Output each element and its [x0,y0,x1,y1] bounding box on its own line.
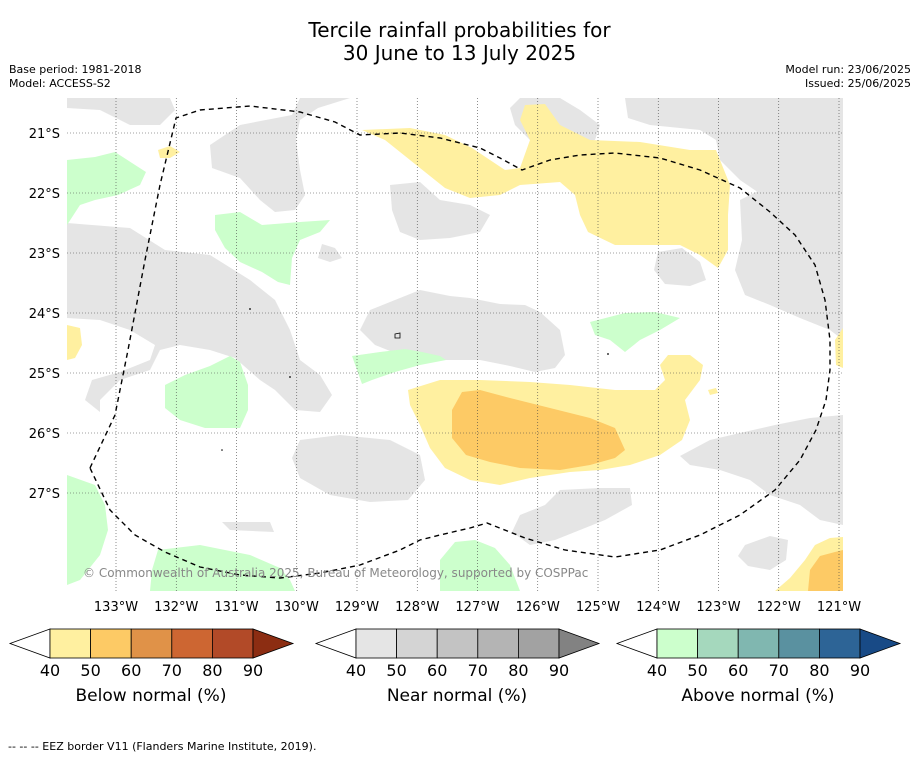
colorbar-segment [737,628,780,659]
colorbar-segment [697,628,739,659]
colorbars: 40 50 60 70 80 90 40 50 60 70 80 90 40 50 60 70 80 90 [8,628,902,680]
longitude-label: 125°W [576,600,620,615]
colorbar-segment [355,628,397,659]
colorbar-tick: 60 [427,661,447,680]
colorbar-tick: 80 [202,661,222,680]
colorbar-segment [518,628,560,659]
latitude-label: 23°S [29,247,60,262]
colorbar-segment [819,628,861,659]
model-name: Model: ACCESS-S2 [9,77,111,90]
meta-left: Base period: 1981-2018 Model: ACCESS-S2 [9,63,141,91]
colorbar-tick: 40 [647,661,667,680]
colorbar-under-extend [314,628,357,659]
colorbar-segment [211,628,254,659]
island-dot [607,353,609,355]
longitude-label: 128°W [395,600,439,615]
longitude-label: 129°W [335,600,379,615]
colorbar-tick: 50 [687,661,707,680]
eez-border [89,105,831,579]
latitude-label: 26°S [29,427,60,442]
latitude-label: 22°S [29,187,60,202]
colorbar-under-extend [8,628,51,659]
island-dot [289,376,291,378]
colorbar-tick: 60 [728,661,748,680]
longitude-label: 121°W [817,600,861,615]
above-normal-regions [67,152,680,591]
below-normal-label: Below normal (%) [75,686,227,706]
latitude-label: 21°S [29,127,60,142]
title-line-1: Tercile rainfall probabilities for [308,18,611,42]
colorbar-segment [396,628,438,659]
title-line-2: 30 June to 13 July 2025 [342,41,577,65]
colorbar-tick: 40 [40,661,60,680]
colorbar-tick: 70 [769,661,789,680]
colorbar-over-extend [859,628,902,659]
longitude-label: 130°W [275,600,319,615]
colorbar-tick: 60 [121,661,141,680]
longitude-label: 131°W [214,600,258,615]
longitude-label: 122°W [757,600,801,615]
colorbar: 40 50 60 70 80 90 [314,628,601,680]
above-normal-label: Above normal (%) [681,686,835,706]
near-normal-label: Near normal (%) [386,686,528,706]
colorbar-tick: 70 [162,661,182,680]
colorbar-tick: 90 [850,661,870,680]
issued-date: Issued: 25/06/2025 [804,77,911,90]
forecast-map: © Commonwealth of Australia 2025, Bureau… [8,98,902,680]
colorbar-over-extend [558,628,601,659]
colorbar-segment [656,628,698,659]
latitude-labels: 21°S 22°S 23°S 24°S 25°S 26°S 27°S [29,127,60,502]
graticule [67,98,843,591]
model-run: Model run: 23/06/2025 [785,63,911,76]
colorbar-segment [171,628,213,659]
colorbar-tick: 90 [549,661,569,680]
colorbar-segment [90,628,132,659]
colorbar-segment [477,628,519,659]
colorbar-over-extend [252,628,295,659]
latitude-label: 24°S [29,307,60,322]
eez-footnote: -- -- -- EEZ border V11 (Flanders Marine… [8,740,317,753]
colorbar: 40 50 60 70 80 90 [8,628,295,680]
colorbar-tick: 70 [468,661,488,680]
latitude-label: 25°S [29,367,60,382]
small-island [394,332,401,339]
below-normal-50-regions [452,390,843,591]
near-normal-regions [67,98,843,570]
colorbar-segment [49,628,91,659]
colorbar-tick: 80 [508,661,528,680]
longitude-label: 132°W [154,600,198,615]
colorbar-segment [778,628,820,659]
colorbar-tick: 40 [346,661,366,680]
colorbar-under-extend [615,628,658,659]
longitude-label: 127°W [455,600,499,615]
colorbar-segment [436,628,479,659]
map-title: Tercile rainfall probabilities for 30 Ju… [0,19,919,65]
colorbar-segment [130,628,173,659]
island-dot [249,308,251,310]
latitude-label: 27°S [29,487,60,502]
copyright-text: © Commonwealth of Australia 2025, Bureau… [83,566,588,580]
colorbar-tick: 80 [809,661,829,680]
longitude-label: 123°W [696,600,740,615]
longitude-label: 133°W [94,600,138,615]
colorbar-tick: 90 [243,661,263,680]
probability-fields [67,98,843,591]
colorbar-tick: 50 [386,661,406,680]
longitude-label: 126°W [516,600,560,615]
longitude-label: 124°W [636,600,680,615]
island-dot [221,449,223,451]
longitude-labels: 133°W 132°W 131°W 130°W 129°W 128°W 127°W 126°W… [94,600,861,615]
colorbar-tick: 50 [80,661,100,680]
base-period: Base period: 1981-2018 [9,63,142,76]
meta-right: Model run: 23/06/2025 Issued: 25/06/2025 [785,63,911,91]
colorbar: 40 50 60 70 80 90 [615,628,902,680]
